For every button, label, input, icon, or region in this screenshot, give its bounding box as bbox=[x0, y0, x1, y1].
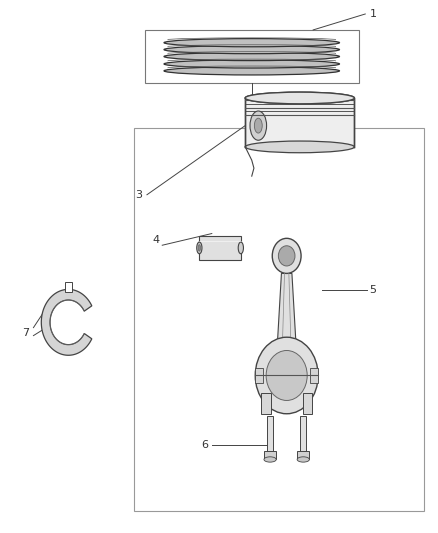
Bar bbox=[65, 282, 72, 292]
Bar bbox=[310, 368, 318, 383]
Ellipse shape bbox=[264, 457, 276, 462]
Circle shape bbox=[266, 351, 307, 400]
Ellipse shape bbox=[245, 92, 354, 104]
Text: 7: 7 bbox=[22, 328, 29, 338]
Ellipse shape bbox=[164, 52, 339, 61]
Bar bbox=[264, 451, 276, 459]
Ellipse shape bbox=[250, 111, 267, 140]
Polygon shape bbox=[41, 289, 92, 356]
Ellipse shape bbox=[238, 242, 244, 254]
Bar bbox=[297, 451, 309, 459]
Bar bbox=[303, 393, 312, 414]
Ellipse shape bbox=[197, 242, 202, 254]
Ellipse shape bbox=[254, 118, 262, 133]
Bar bbox=[134, 128, 424, 511]
Text: 4: 4 bbox=[153, 235, 160, 245]
Bar bbox=[145, 30, 359, 83]
Text: 2: 2 bbox=[247, 110, 254, 120]
Ellipse shape bbox=[245, 92, 354, 104]
Ellipse shape bbox=[297, 457, 309, 462]
Circle shape bbox=[272, 238, 301, 273]
Ellipse shape bbox=[245, 141, 354, 153]
Ellipse shape bbox=[164, 60, 339, 68]
Text: 5: 5 bbox=[370, 286, 377, 295]
Ellipse shape bbox=[164, 38, 339, 47]
Ellipse shape bbox=[164, 67, 339, 75]
Text: 6: 6 bbox=[201, 440, 208, 450]
Bar bbox=[267, 416, 273, 451]
Circle shape bbox=[279, 246, 295, 266]
Bar bbox=[245, 98, 354, 147]
Bar bbox=[300, 416, 306, 451]
Bar bbox=[199, 236, 241, 260]
Circle shape bbox=[255, 337, 318, 414]
Bar bbox=[261, 393, 271, 414]
Ellipse shape bbox=[164, 45, 339, 54]
Ellipse shape bbox=[198, 245, 201, 251]
Text: 3: 3 bbox=[136, 190, 143, 200]
Polygon shape bbox=[277, 273, 296, 349]
Bar bbox=[255, 368, 263, 383]
Text: 1: 1 bbox=[370, 9, 377, 19]
